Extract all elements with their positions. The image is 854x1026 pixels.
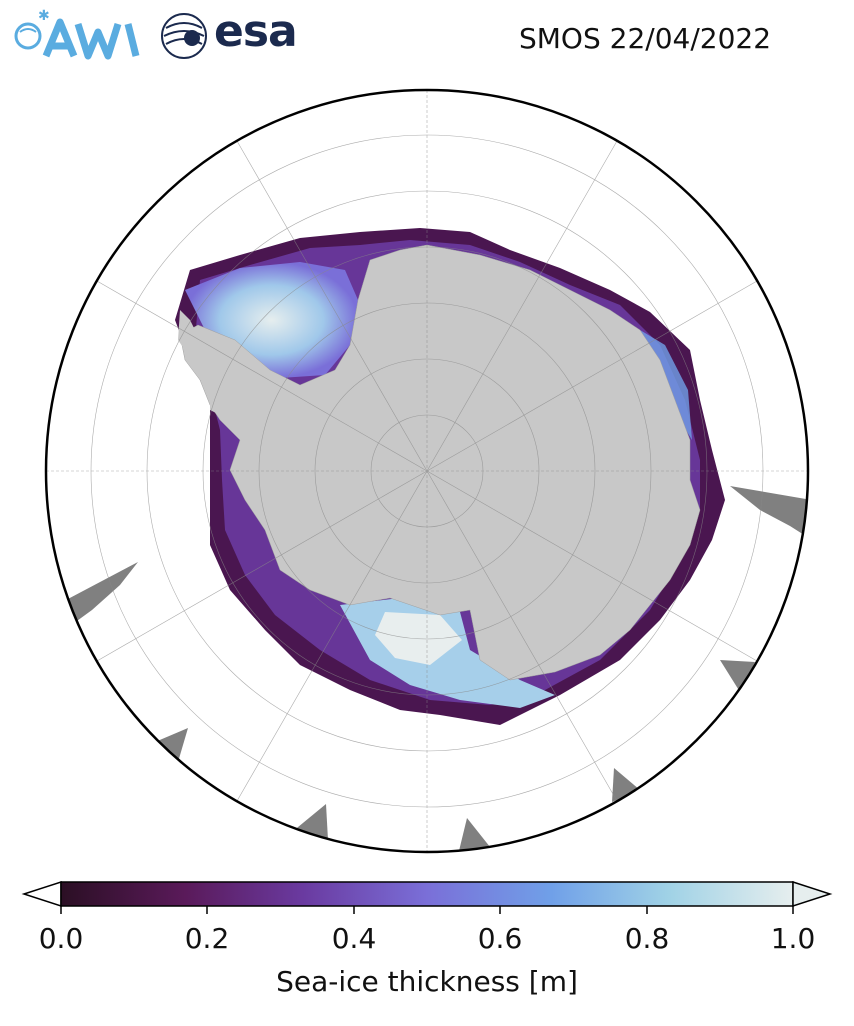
colorbar-extend-high	[792, 880, 833, 908]
colorbar	[21, 880, 833, 914]
colorbar-tick-label: 1.0	[770, 922, 816, 955]
no-data-wedge	[730, 486, 808, 540]
antarctica-land	[179, 244, 701, 681]
colorbar-tick-label: 0.6	[477, 922, 523, 955]
no-data-wedge	[612, 768, 640, 802]
no-data-wedge	[155, 728, 188, 762]
graticule	[46, 90, 808, 852]
colorbar-tick-label: 0.4	[331, 922, 377, 955]
esa-wordmark: esa	[214, 6, 298, 57]
colorbar-tick-label: 0.0	[38, 922, 84, 955]
colorbar-gradient	[60, 881, 794, 907]
no-data-wedge	[66, 562, 138, 626]
colorbar-label: Sea-ice thickness [m]	[276, 965, 578, 998]
esa-logo	[161, 13, 207, 59]
svg-text:✱: ✱	[38, 8, 50, 24]
antarctic-peninsula	[178, 310, 240, 420]
no-data-wedge	[720, 660, 755, 692]
antarctic-map	[44, 88, 810, 854]
colorbar-ticks	[60, 906, 794, 914]
colorbar-extend-low	[21, 880, 62, 908]
colorbar-tick-label: 0.8	[624, 922, 670, 955]
colorbar-tick-label: 0.2	[184, 922, 230, 955]
no-data-wedge	[458, 818, 494, 852]
map-title: SMOS 22/04/2022	[519, 22, 772, 55]
awi-logo: ✱	[14, 8, 140, 60]
map-boundary	[44, 88, 810, 854]
